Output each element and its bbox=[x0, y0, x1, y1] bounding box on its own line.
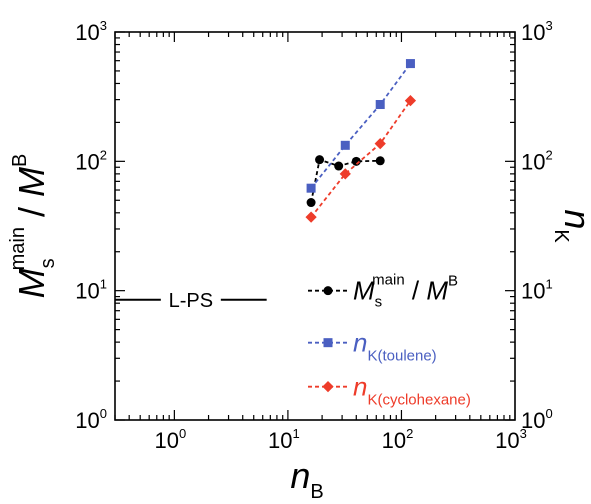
legend-subscript: K(toulene) bbox=[367, 348, 436, 365]
data-point-cyclohexane bbox=[374, 138, 386, 150]
tick-base: 10 bbox=[521, 408, 545, 433]
legend-marker bbox=[323, 338, 333, 348]
data-point-ms bbox=[334, 161, 344, 171]
series-ms bbox=[306, 155, 385, 208]
data-point-ms bbox=[351, 156, 361, 166]
y2-axis-label: nK bbox=[550, 209, 591, 243]
series-line-cyclohexane bbox=[310, 100, 412, 218]
tick-base: 10 bbox=[155, 428, 179, 453]
y-label-main: M bbox=[11, 268, 52, 298]
data-point-cyclohexane bbox=[305, 211, 317, 223]
x-tick-label: 100 bbox=[155, 426, 187, 453]
legend-label: nK(cyclohexane) bbox=[353, 372, 471, 409]
series-line-ms bbox=[310, 158, 381, 203]
y2-label-sub: K bbox=[550, 229, 572, 243]
tick-base: 10 bbox=[521, 279, 545, 304]
annotation-label: L-PS bbox=[169, 290, 213, 312]
tick-exponent: 1 bbox=[293, 426, 300, 441]
data-series bbox=[305, 59, 417, 223]
plot-border bbox=[114, 31, 516, 421]
data-point-ms bbox=[306, 198, 316, 208]
tick-base: 10 bbox=[521, 20, 545, 45]
plot-frame bbox=[114, 31, 516, 421]
tick-base: 10 bbox=[75, 279, 99, 304]
data-point-ms bbox=[375, 156, 385, 166]
tick-exponent: 3 bbox=[100, 18, 107, 33]
tick-exponent: 3 bbox=[520, 426, 527, 441]
legend-superscript: main bbox=[372, 272, 405, 289]
data-point-ms bbox=[315, 155, 325, 165]
tick-base: 10 bbox=[75, 20, 99, 45]
y-label-main2: M bbox=[11, 167, 52, 197]
y2-tick-label: 103 bbox=[521, 18, 553, 45]
tick-base: 10 bbox=[495, 428, 519, 453]
y2-tick-label: 102 bbox=[521, 147, 553, 174]
tick-base: 10 bbox=[75, 408, 99, 433]
x-label-main: n bbox=[290, 455, 310, 496]
data-point-toulene bbox=[340, 140, 350, 150]
legend-entry-cyclohexane: nK(cyclohexane) bbox=[308, 372, 471, 409]
x-axis-label: nB bbox=[290, 455, 323, 503]
x-tick-label: 103 bbox=[495, 426, 527, 453]
tick-base: 10 bbox=[521, 149, 545, 174]
tick-base: 10 bbox=[382, 428, 406, 453]
tick-base: 10 bbox=[268, 428, 292, 453]
y2-label-main: n bbox=[557, 209, 591, 229]
legend-entry-ms: Msmain / MB bbox=[308, 272, 458, 311]
tick-exponent: 2 bbox=[100, 147, 107, 162]
data-point-toulene bbox=[306, 183, 316, 193]
y-axis-label: Msmain / MB bbox=[7, 154, 59, 299]
tick-exponent: 2 bbox=[545, 147, 552, 162]
x-tick-label: 102 bbox=[382, 426, 414, 453]
x-label-sub: B bbox=[310, 481, 323, 503]
legend-subscript: s bbox=[375, 294, 383, 311]
legend-superscript2: B bbox=[448, 273, 458, 290]
data-point-cyclohexane bbox=[404, 94, 417, 107]
tick-exponent: 1 bbox=[545, 277, 552, 292]
legend-main: n bbox=[353, 372, 367, 402]
x-tick-label: 101 bbox=[268, 426, 300, 453]
y-label-sep: / bbox=[11, 197, 52, 227]
tick-exponent: 0 bbox=[100, 406, 107, 421]
legend-entry-toulene: nK(toulene) bbox=[308, 328, 437, 365]
y-label-sup2: B bbox=[9, 154, 31, 167]
y2-tick-label: 101 bbox=[521, 277, 553, 304]
tick-exponent: 1 bbox=[100, 277, 107, 292]
y-tick-label: 100 bbox=[75, 406, 107, 433]
series-toulene bbox=[306, 59, 415, 193]
legend-main2: M bbox=[426, 276, 448, 306]
annotations: L-PS bbox=[115, 290, 267, 312]
y-tick-label: 102 bbox=[75, 147, 107, 174]
tick-exponent: 3 bbox=[545, 18, 552, 33]
data-point-toulene bbox=[405, 59, 415, 69]
tick-exponent: 0 bbox=[179, 426, 186, 441]
y-tick-label: 101 bbox=[75, 277, 107, 304]
legend-subscript: K(cyclohexane) bbox=[367, 392, 470, 409]
series-cyclohexane bbox=[305, 94, 417, 223]
y-tick-label: 103 bbox=[75, 18, 107, 45]
axis-ticks bbox=[114, 31, 516, 421]
y-label-sub: s bbox=[37, 258, 59, 268]
legend-main: n bbox=[353, 328, 367, 358]
data-point-cyclohexane bbox=[339, 168, 351, 180]
tick-base: 10 bbox=[75, 149, 99, 174]
tick-exponent: 2 bbox=[406, 426, 413, 441]
legend-marker bbox=[323, 286, 333, 296]
tick-exponent: 0 bbox=[545, 406, 552, 421]
y2-tick-label: 100 bbox=[521, 406, 553, 433]
legend-main: M bbox=[353, 276, 375, 306]
y-label-sup: main bbox=[7, 227, 29, 270]
legend-marker bbox=[322, 381, 334, 393]
legend-label: nK(toulene) bbox=[353, 328, 437, 365]
series-line-toulene bbox=[310, 63, 412, 189]
legend-separator: / bbox=[405, 276, 427, 306]
legend-label: Msmain / MB bbox=[353, 272, 458, 311]
data-point-toulene bbox=[375, 100, 385, 110]
